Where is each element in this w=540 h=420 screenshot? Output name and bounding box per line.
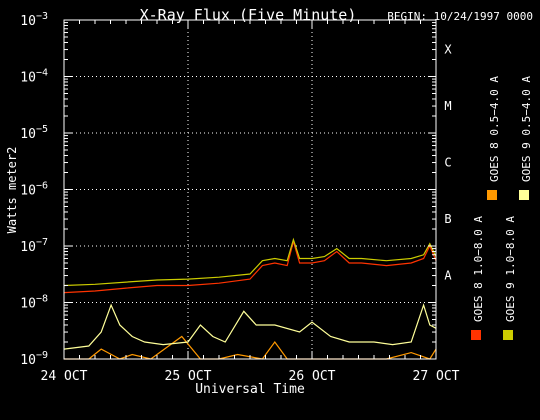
begin-date-label: BEGIN: 10/24/1997 0000: [387, 10, 533, 23]
y-axis-label: Watts meter2: [5, 147, 19, 234]
y-tick-label: 10−7: [20, 237, 48, 255]
y-tick-label: 10−9: [20, 350, 48, 368]
x-tick-label: 24 OCT: [41, 369, 88, 384]
legend-label-4: GOES 9 0.5−4.0 A: [520, 76, 533, 182]
flare-class-label: C: [444, 155, 451, 169]
y-tick-label: 10−8: [20, 294, 48, 312]
y-tick-label: 10−4: [20, 68, 48, 86]
y-tick-label: 10−6: [20, 181, 48, 199]
legend-label-2: GOES 8 0.5−4.0 A: [488, 76, 501, 182]
flare-class-label: A: [444, 268, 452, 282]
series-line-1: [63, 239, 437, 294]
axis-ticks: 10−3 10−4 10−5 10−6 10−7 10−8 10−924 OCT 25 OCT…: [20, 11, 459, 384]
legend: GOES 8 1.0−8.0 A GOES 8 0.5−4.0 A GOES 9 1…: [471, 76, 533, 340]
legend-swatch-3: [503, 330, 513, 340]
series-lines: [63, 237, 437, 360]
series-line-3: [63, 237, 437, 287]
flare-class-label: X: [444, 42, 452, 56]
x-tick-label: 26 OCT: [289, 369, 336, 384]
legend-label-1: GOES 8 1.0−8.0 A: [472, 216, 485, 322]
y-tick-label: 10−5: [20, 124, 48, 142]
series-line-4: [63, 303, 437, 350]
flare-class-label: M: [444, 99, 451, 113]
x-tick-label: 27 OCT: [413, 369, 460, 384]
legend-label-3: GOES 9 1.0−8.0 A: [504, 216, 517, 322]
flare-class-label: B: [444, 212, 451, 226]
legend-swatch-2: [487, 190, 497, 200]
grid-lines: [64, 20, 436, 359]
x-tick-label: 25 OCT: [165, 369, 212, 384]
x-axis-label: Universal Time: [195, 382, 305, 397]
legend-swatch-4: [519, 190, 529, 200]
y-tick-label: 10−3: [20, 11, 48, 29]
legend-swatch-1: [471, 330, 481, 340]
